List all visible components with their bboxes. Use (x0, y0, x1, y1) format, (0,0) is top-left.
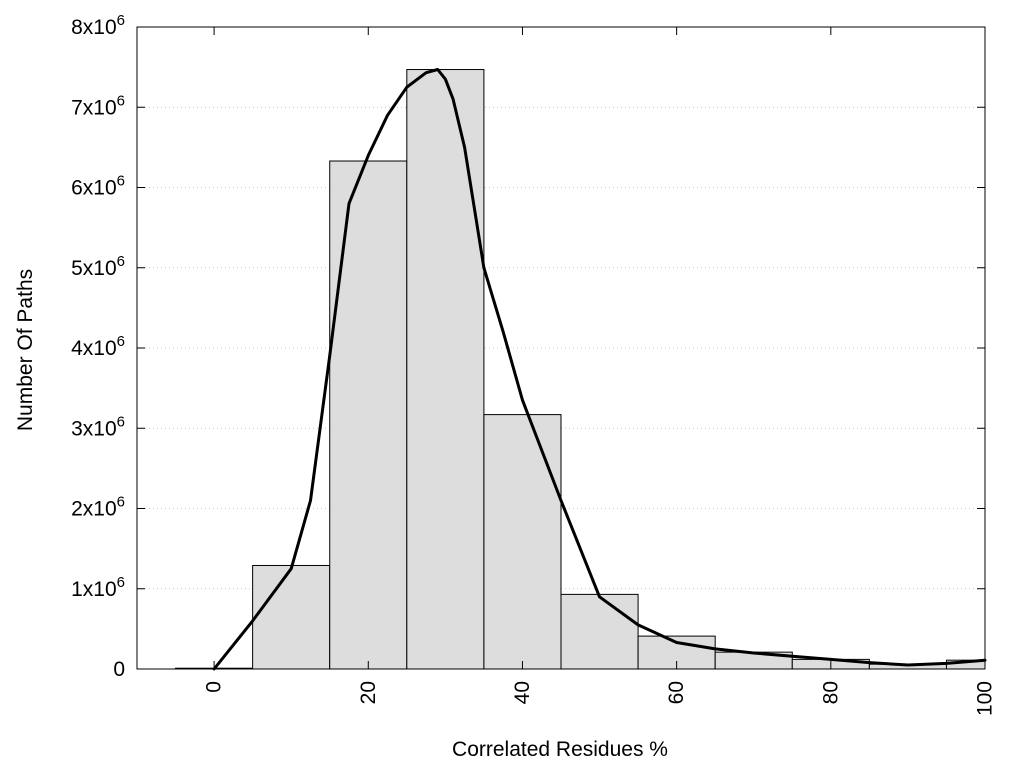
x-tick-label: 60 (665, 681, 688, 704)
x-axis-label: Correlated Residues % (452, 738, 668, 761)
histogram-bar (560, 593, 639, 670)
y-tick-label: 5x106 (71, 253, 125, 280)
x-tick-label: 80 (819, 681, 842, 704)
histogram-bars (175, 69, 986, 670)
x-tick-label: 100 (974, 681, 997, 716)
histogram-bar (329, 160, 408, 670)
x-axis-ticks: 0 20 40 60 80 100 (203, 27, 997, 716)
y-tick-label: 2x106 (71, 494, 125, 521)
histogram-bar (483, 414, 562, 670)
y-tick-label: 7x106 (71, 92, 125, 119)
y-tick-label: 3x106 (71, 413, 125, 440)
histogram-bar (406, 69, 485, 670)
density-curve (212, 68, 987, 671)
histogram-bar (252, 564, 331, 670)
x-tick-label: 40 (511, 681, 534, 704)
y-tick-label: 6x106 (71, 173, 125, 200)
y-tick-label: 0 (113, 658, 125, 681)
y-tick-label: 1x106 (71, 574, 125, 601)
y-axis-label: Number Of Paths (14, 269, 37, 431)
x-tick-label: 20 (357, 681, 380, 704)
density-curve-line (212, 68, 987, 671)
y-axis-ticks: 0 1x106 2x106 3x106 4x106 5x106 6x106 7x106 8x10… (71, 12, 985, 681)
y-tick-label: 4x106 (71, 333, 125, 360)
y-tick-label: 8x106 (71, 12, 125, 39)
x-tick-label: 0 (203, 681, 226, 693)
